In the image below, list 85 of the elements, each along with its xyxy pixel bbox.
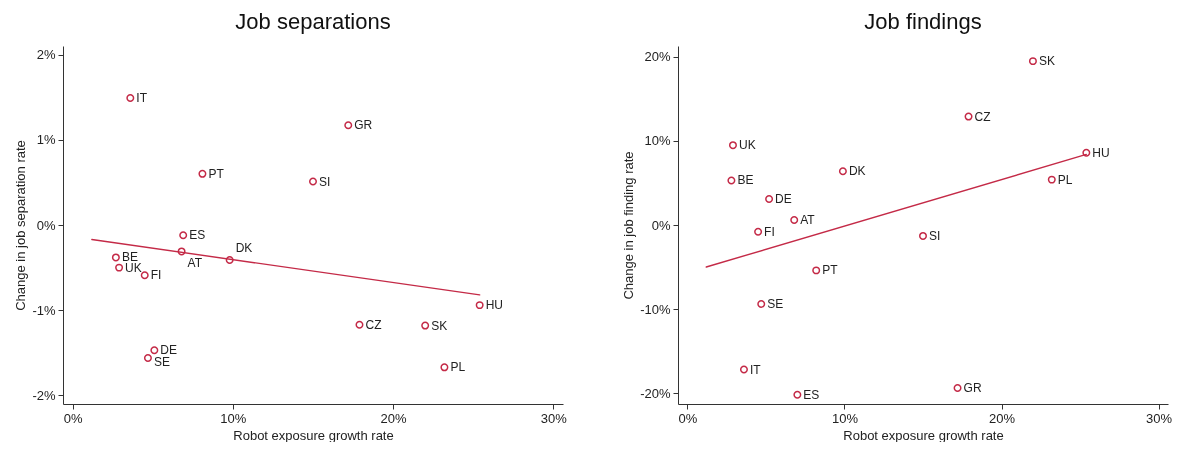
point [179, 231, 188, 240]
y-tick-label: -20% [640, 385, 671, 401]
y-axis-title: Change in job separation rate [13, 140, 29, 311]
x-tick-label: 30% [1146, 410, 1173, 426]
y-tick-label: -1% [32, 302, 56, 318]
series-label: IT [749, 362, 762, 377]
series-label: SK [431, 318, 448, 333]
point [1082, 148, 1091, 157]
point [919, 231, 927, 240]
series-label: FI [150, 268, 162, 283]
point [953, 384, 962, 393]
series-label: DK [235, 240, 253, 255]
point [838, 167, 847, 176]
series-label: SE [767, 297, 784, 311]
series-label: AT [800, 212, 816, 227]
point [111, 253, 120, 262]
point [177, 247, 186, 256]
y-tick-label: 0% [651, 217, 671, 233]
point [1047, 175, 1056, 184]
y-tick-label: 1% [36, 132, 56, 148]
point [309, 177, 317, 186]
x-tick-label: 20% [380, 410, 408, 426]
point [355, 320, 364, 329]
y-tick-label: 2% [36, 47, 56, 63]
chart-title: Job separations [235, 9, 391, 34]
point [739, 365, 748, 374]
chart-title: Job findings [864, 9, 982, 34]
point [812, 266, 821, 275]
series-label: FI [764, 224, 775, 239]
y-tick-label: 0% [36, 217, 56, 233]
point [754, 227, 763, 236]
series-label: HU [1092, 145, 1110, 160]
x-tick-label: 10% [831, 410, 859, 426]
point [198, 169, 207, 178]
point [225, 255, 234, 264]
y-axis-title: Change in job finding rate [621, 151, 637, 300]
point [140, 271, 149, 280]
series-label: GR [963, 381, 982, 396]
series-label: UK [125, 260, 142, 275]
x-tick-label: 30% [540, 410, 568, 426]
series-label: UK [738, 138, 756, 153]
point [765, 194, 774, 203]
series-label: PT [208, 166, 225, 181]
x-tick-label: 0% [678, 410, 698, 426]
series-label: PL [1057, 172, 1073, 187]
series-label: CZ [974, 109, 991, 124]
point [150, 346, 159, 355]
y-tick-label: -10% [640, 301, 671, 317]
x-tick-label: 10% [220, 410, 247, 426]
x-tick-label: 0% [63, 410, 83, 426]
point [143, 353, 152, 362]
series-label: DE [775, 191, 792, 206]
x-axis-title: Robot exposure growth rate [233, 427, 394, 443]
point [440, 363, 449, 372]
y-tick-label: -2% [32, 387, 56, 403]
point [727, 176, 736, 185]
point [344, 121, 353, 130]
series-label: BE [737, 173, 754, 188]
point [793, 390, 802, 399]
series-label: DK [848, 164, 866, 179]
point [475, 301, 484, 310]
series-label: ES [803, 387, 820, 402]
y-tick-label: 10% [644, 133, 671, 149]
series-label: PT [822, 263, 839, 278]
point [964, 112, 973, 121]
series-label: GR [354, 118, 373, 133]
series-label: PL [450, 360, 466, 375]
x-tick-label: 20% [989, 410, 1016, 426]
point [790, 215, 799, 224]
series-label: SK [1038, 54, 1055, 69]
point [728, 141, 737, 150]
point [115, 263, 124, 272]
series-label: SI [319, 174, 331, 189]
point [421, 321, 430, 330]
y-tick-label: 20% [644, 49, 671, 65]
series-label: SI [929, 228, 941, 243]
series-label: HU [485, 298, 504, 313]
point [757, 300, 766, 308]
series-label: CZ [365, 317, 382, 332]
point [126, 94, 135, 102]
x-axis-title: Robot exposure growth rate [843, 427, 1004, 443]
point [1028, 57, 1037, 66]
series-label: IT [136, 91, 148, 105]
series-label: ES [189, 228, 206, 243]
series-label: AT [187, 256, 203, 271]
